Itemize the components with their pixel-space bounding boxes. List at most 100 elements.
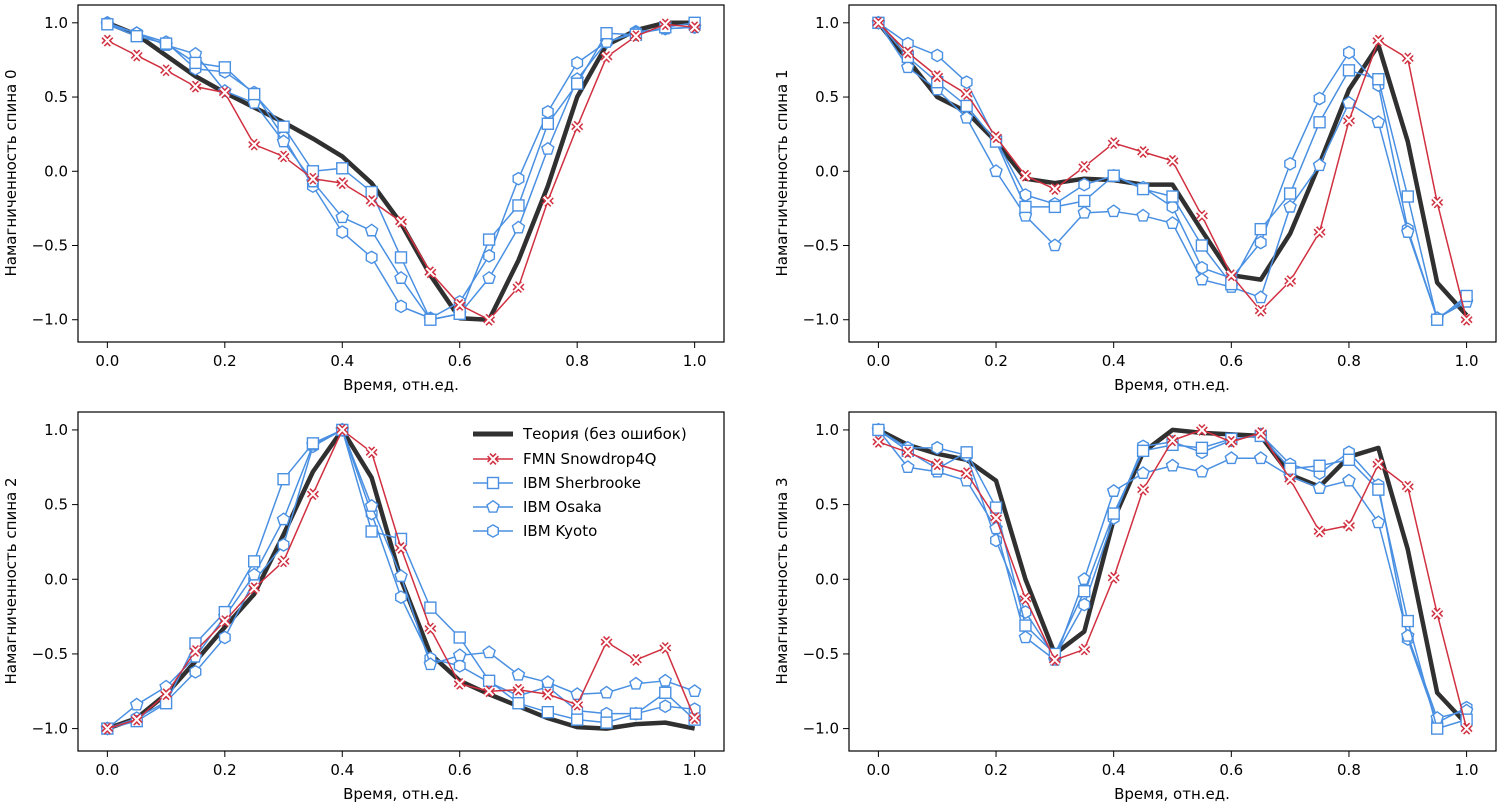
data-point-x <box>365 194 378 207</box>
data-point-square <box>960 446 973 459</box>
data-point-square <box>1313 116 1326 129</box>
legend-marker <box>487 453 499 465</box>
data-point-hexagon <box>1254 235 1267 250</box>
data-point-x <box>277 150 290 163</box>
y-axis: 1.0 0.5 0.0 −0.5 −1.0 <box>803 421 849 738</box>
data-point-x <box>395 541 407 554</box>
data-point-x <box>218 86 231 99</box>
data-point-x <box>629 653 642 666</box>
data-point-square <box>570 713 584 726</box>
data-point-hexagon <box>931 48 944 63</box>
data-point-square <box>101 18 114 31</box>
y-tick-label: 0.0 <box>44 570 68 588</box>
x-axis: 0.0 0.2 0.4 0.6 0.8 1.0 <box>866 751 1479 779</box>
data-point-x <box>1019 592 1032 605</box>
x-axis: 0.0 0.2 0.4 0.6 0.8 1.0 <box>95 751 707 779</box>
data-point-hexagon <box>571 55 584 70</box>
data-point-x <box>931 70 944 83</box>
data-point-x <box>901 446 914 459</box>
data-point-x <box>1166 154 1179 167</box>
y-axis-label: Намагниченность спина 1 <box>773 69 791 276</box>
y-axis-label: Намагниченность спина 3 <box>773 477 791 684</box>
data-point-square <box>512 199 525 212</box>
x-axis: 0.0 0.2 0.4 0.6 0.8 1.0 <box>866 342 1479 370</box>
data-point-x <box>1225 435 1238 448</box>
data-point-pentagon <box>1253 451 1268 465</box>
data-point-square <box>1254 222 1267 236</box>
data-point-square <box>1372 73 1385 86</box>
x-tick-label: 1.0 <box>683 352 707 370</box>
data-point-x <box>600 50 613 63</box>
data-point-hexagon <box>931 440 944 455</box>
data-point-square <box>365 185 378 199</box>
data-point-square <box>1166 190 1179 203</box>
data-point-pentagon <box>989 164 1003 178</box>
data-point-x <box>1137 483 1150 496</box>
data-point-x <box>483 685 496 698</box>
data-point-pentagon <box>1106 204 1121 218</box>
data-point-x <box>1107 137 1120 150</box>
data-point-x <box>600 636 613 648</box>
data-point-x <box>872 435 885 448</box>
data-point-x <box>1284 473 1297 486</box>
data-point-x <box>218 615 231 628</box>
data-point-x <box>512 281 525 294</box>
x-tick-label: 0.4 <box>330 352 354 370</box>
data-point-x <box>659 641 672 654</box>
legend-marker-hexagon-icon <box>487 524 499 538</box>
data-point-pentagon <box>687 684 702 698</box>
data-point-pentagon <box>452 648 467 662</box>
data-point-pentagon <box>1136 466 1150 480</box>
data-point-square <box>1460 289 1473 303</box>
data-point-x <box>1048 183 1061 196</box>
data-point-square <box>247 87 261 101</box>
legend-label: FMN Snowdrop4Q <box>523 450 656 468</box>
data-point-pentagon <box>570 687 584 701</box>
data-point-x <box>1225 269 1238 282</box>
data-point-hexagon <box>453 658 466 673</box>
data-point-x <box>424 622 437 635</box>
data-point-pentagon <box>1136 208 1150 222</box>
data-point-x <box>1048 653 1061 666</box>
data-point-square <box>247 555 261 568</box>
data-point-x <box>1107 571 1120 584</box>
data-point-square <box>1313 459 1326 472</box>
data-point-square <box>1019 200 1032 214</box>
data-point-x <box>101 34 114 47</box>
data-point-x <box>453 298 466 311</box>
data-point-x <box>189 644 202 657</box>
legend-label: IBM Sherbrooke <box>523 474 641 492</box>
x-tick-label: 0.8 <box>565 761 589 779</box>
y-tick-label: −1.0 <box>32 311 68 329</box>
data-point-pentagon <box>1195 272 1209 286</box>
data-point-x <box>277 555 290 568</box>
data-point-square <box>570 77 584 90</box>
data-point-hexagon <box>277 538 290 552</box>
data-point-pentagon <box>1342 473 1356 487</box>
data-point-square <box>365 525 378 538</box>
data-point-square <box>1372 483 1385 496</box>
data-point-square <box>1078 585 1091 598</box>
data-point-square <box>1107 507 1120 520</box>
x-axis: 0.0 0.2 0.4 0.6 0.8 1.0 <box>95 342 707 370</box>
data-point-x <box>990 131 1003 144</box>
data-point-x <box>960 88 973 101</box>
data-point-square <box>306 437 320 450</box>
legend-marker <box>487 524 499 538</box>
y-tick-label: 1.0 <box>815 14 839 32</box>
data-point-pentagon <box>335 210 350 224</box>
data-point-x <box>931 458 944 471</box>
data-point-x <box>1342 519 1355 532</box>
data-point-square <box>600 27 613 40</box>
data-point-pentagon <box>1312 480 1327 494</box>
data-point-square <box>189 56 202 70</box>
y-axis: 1.0 0.5 0.0 −0.5 −1.0 <box>32 14 78 329</box>
y-tick-label: −1.0 <box>803 311 839 329</box>
y-tick-label: −0.5 <box>803 237 839 255</box>
legend-label: IBM Osaka <box>523 498 602 516</box>
data-point-square <box>277 473 290 486</box>
data-point-pentagon <box>129 697 144 711</box>
y-axis: 1.0 0.5 0.0 −0.5 −1.0 <box>32 421 78 738</box>
data-point-x <box>424 266 437 279</box>
data-point-hexagon <box>960 75 973 90</box>
